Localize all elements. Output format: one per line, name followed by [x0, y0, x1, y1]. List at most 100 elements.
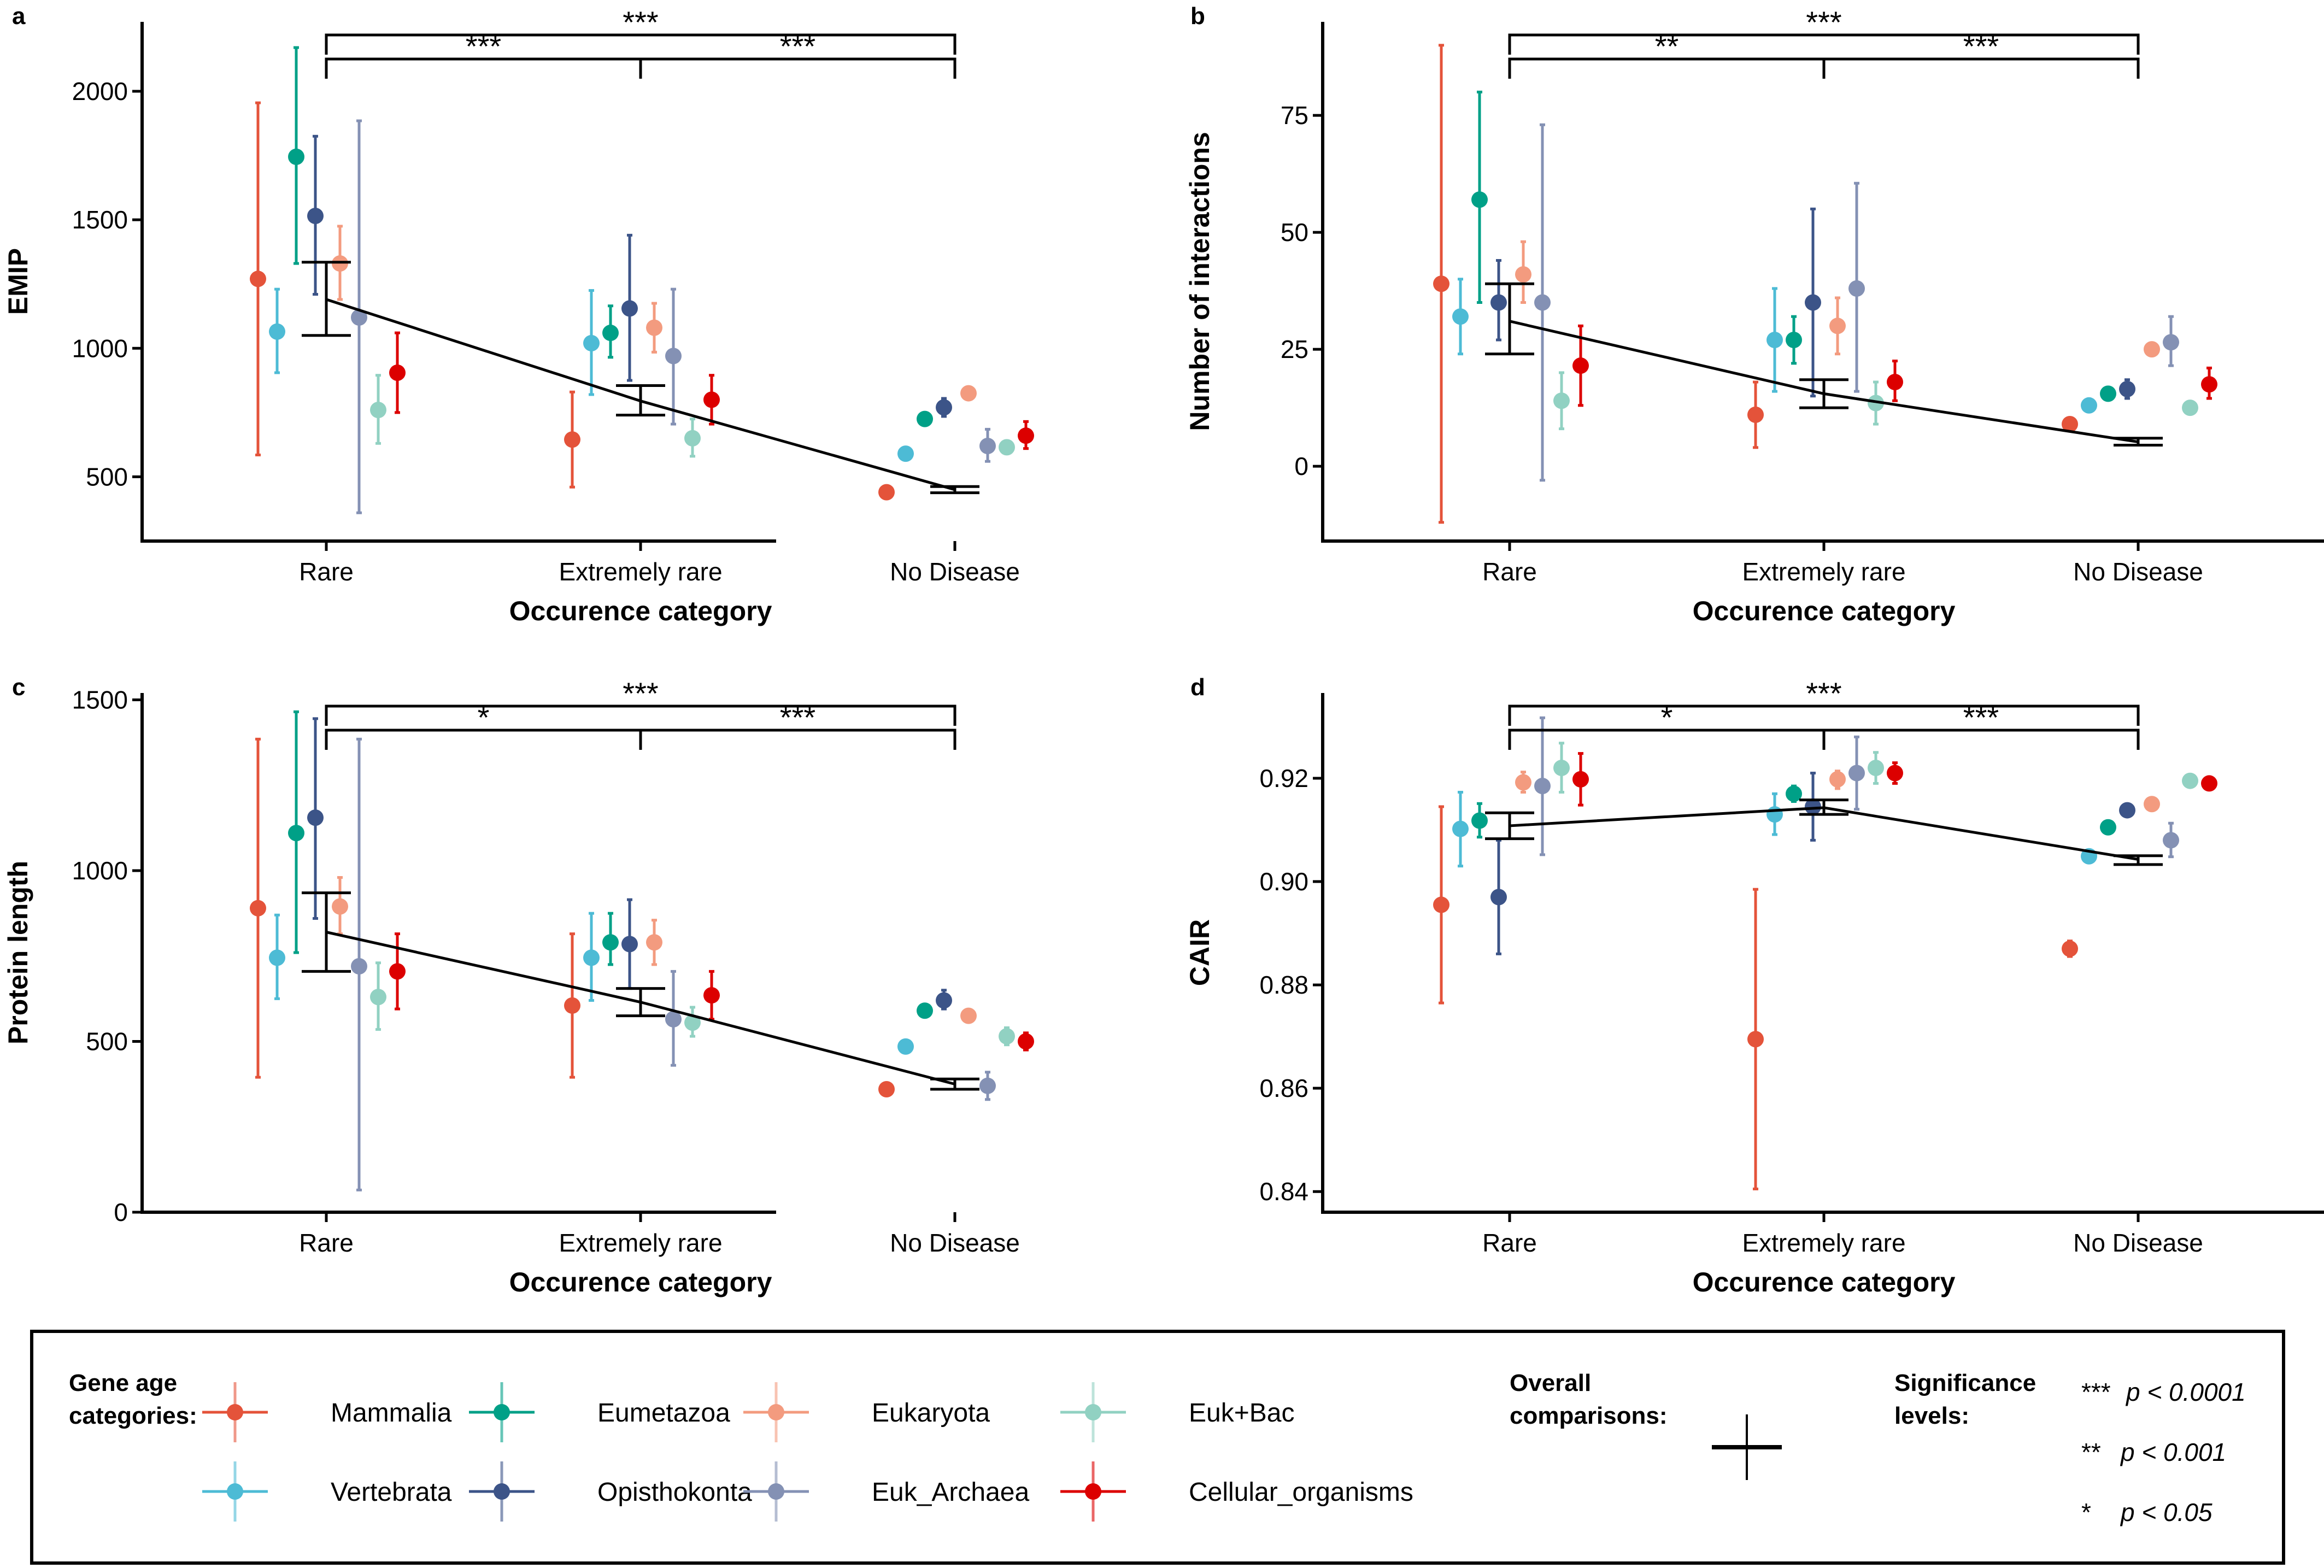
- legend-gene-age-heading-line2: categories:: [69, 1402, 197, 1429]
- panel-letter: d: [1190, 674, 1205, 701]
- data-point: [936, 992, 952, 1009]
- data-point: [999, 439, 1015, 456]
- data-point: [2163, 334, 2179, 351]
- series-Vertebrata: [269, 912, 914, 1055]
- y-axis-title: CAIR: [1184, 919, 1215, 986]
- data-point: [1553, 392, 1570, 409]
- overall-comparison-glyph: [1712, 1414, 1782, 1480]
- panel-a: a 500 1000 1500 2000 Rare Extremely rare No Dis…: [3, 3, 1034, 626]
- data-point: [2201, 376, 2217, 393]
- significance-bracket: ***: [325, 5, 956, 55]
- data-point: [2119, 380, 2135, 397]
- series-Opisthokonta: [307, 134, 952, 418]
- y-tick-label: 0.86: [1259, 1074, 1308, 1102]
- legend-overall-heading-line1: Overall: [1510, 1370, 1591, 1396]
- data-point: [1515, 774, 1531, 791]
- sig-level-stars-2: **: [2081, 1438, 2101, 1466]
- data-point: [665, 348, 682, 365]
- data-point: [2163, 832, 2179, 849]
- series-Mammalia: [1433, 805, 2078, 1190]
- significance-bracket: ***: [1822, 700, 2140, 750]
- data-point: [370, 989, 386, 1006]
- data-point: [1553, 760, 1570, 777]
- y-tick-label: 2000: [72, 77, 128, 105]
- data-point: [1490, 889, 1507, 906]
- legend-item-Mammalia: Mammalia: [202, 1382, 452, 1442]
- significance-bracket: ***: [1822, 29, 2140, 79]
- data-point: [351, 309, 367, 326]
- series-Euk+Bac: [370, 961, 1015, 1047]
- series-Eumetazoa: [288, 710, 933, 1019]
- overall-comparison: [302, 261, 979, 495]
- data-point: [1887, 374, 1903, 391]
- y-tick-label: 1000: [72, 856, 128, 885]
- sig-level-text-3: p < 0.05: [2120, 1498, 2213, 1526]
- data-point: [1829, 318, 1846, 334]
- series-Cellular_organisms: [389, 932, 1034, 1052]
- data-point: [2144, 796, 2160, 813]
- significance-bracket: ***: [1508, 676, 2140, 726]
- data-point: [2119, 802, 2135, 819]
- series-Euk_Archaea: [351, 119, 996, 514]
- data-point: [351, 958, 367, 974]
- data-point: [2062, 416, 2078, 433]
- data-point: [1868, 760, 1884, 777]
- legend-item-label: Eumetazoa: [597, 1399, 730, 1428]
- series-Euk_Archaea: [1534, 123, 2179, 482]
- data-point: [389, 963, 406, 980]
- panel-letter: c: [12, 674, 25, 701]
- data-point: [307, 208, 324, 225]
- y-tick-label: 1500: [72, 205, 128, 234]
- series-Mammalia: [250, 737, 895, 1097]
- y-tick-label: 25: [1281, 335, 1308, 363]
- y-tick-label: 1000: [72, 334, 128, 362]
- data-point: [1534, 778, 1551, 795]
- x-tick-label: Extremely rare: [559, 557, 722, 586]
- data-point: [602, 325, 619, 342]
- data-point: [583, 334, 600, 351]
- panel-d: d 0.84 0.86 0.88 0.90 0.92 Rare Extremely rare N…: [1184, 674, 2324, 1297]
- data-point: [960, 385, 977, 402]
- significance-bracket: ***: [325, 676, 956, 726]
- data-point: [1433, 275, 1449, 292]
- data-point: [1829, 771, 1846, 788]
- y-tick-label: 0.92: [1259, 764, 1308, 792]
- legend-item-label: Vertebrata: [331, 1478, 452, 1507]
- series-Opisthokonta: [307, 717, 952, 1011]
- data-point: [1747, 1031, 1764, 1048]
- data-point: [621, 936, 638, 953]
- legend-item-Euk+Bac: Euk+Bac: [1060, 1382, 1294, 1442]
- y-axis-title: Number of interactions: [1184, 132, 1215, 431]
- series-Opisthokonta: [1490, 772, 2135, 955]
- bracket-line: [639, 729, 956, 750]
- bracket-line: [1508, 33, 2140, 55]
- data-point: [1452, 820, 1469, 837]
- x-tick-label: Rare: [299, 557, 354, 586]
- significance-stars: *: [478, 700, 490, 735]
- data-point: [936, 399, 952, 416]
- data-point: [897, 445, 914, 462]
- significance-stars: **: [1655, 29, 1679, 63]
- data-point: [1452, 308, 1469, 325]
- data-point: [1805, 294, 1821, 311]
- series-Eukaryota: [1515, 240, 2160, 358]
- series-Eumetazoa: [1471, 90, 2116, 402]
- data-point: [878, 1081, 895, 1097]
- data-point: [250, 271, 266, 287]
- legend-key-point: [1085, 1404, 1101, 1420]
- data-point: [1786, 785, 1802, 802]
- legend-item-label: Opisthokonta: [597, 1478, 752, 1507]
- data-point: [250, 900, 266, 917]
- x-tick-label: No Disease: [2073, 557, 2203, 586]
- data-point: [917, 1002, 933, 1019]
- data-point: [2081, 397, 2097, 414]
- overall-comparison: [1485, 282, 2163, 447]
- x-axis-title: Occurence category: [1693, 1267, 1956, 1297]
- data-point: [269, 323, 285, 340]
- overall-comparison: [302, 891, 979, 1091]
- data-point: [1767, 806, 1783, 823]
- significance-bracket: *: [325, 700, 642, 750]
- legend-item-label: Eukaryota: [872, 1399, 990, 1428]
- legend-overall-heading-line2: comparisons:: [1510, 1402, 1668, 1429]
- data-point: [288, 148, 304, 165]
